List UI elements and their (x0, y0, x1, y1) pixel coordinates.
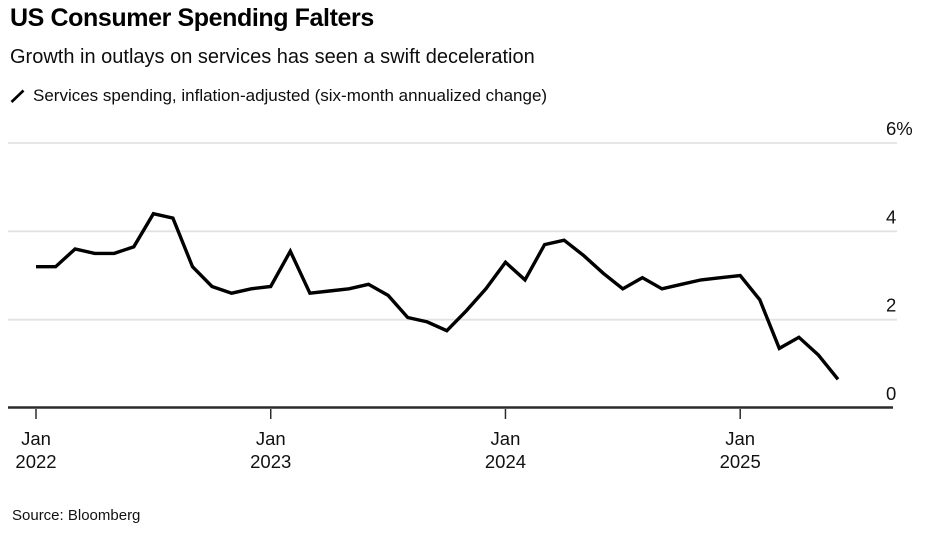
svg-text:6%: 6% (886, 118, 913, 139)
svg-text:Jan: Jan (491, 428, 521, 449)
chart-title: US Consumer Spending Falters (10, 4, 374, 32)
svg-text:2025: 2025 (720, 451, 761, 472)
svg-text:0: 0 (886, 383, 896, 404)
svg-text:2023: 2023 (250, 451, 291, 472)
line-series-marker-icon (10, 89, 25, 104)
svg-text:2022: 2022 (15, 451, 56, 472)
svg-text:2: 2 (886, 295, 896, 316)
svg-text:4: 4 (886, 206, 896, 227)
svg-text:Jan: Jan (256, 428, 286, 449)
chart-legend: Services spending, inflation-adjusted (s… (10, 86, 547, 106)
x-axis (8, 406, 893, 419)
series-line (36, 211, 840, 381)
svg-text:Jan: Jan (725, 428, 755, 449)
gridlines (8, 142, 897, 321)
source-attribution: Source: Bloomberg (12, 507, 141, 524)
y-axis-labels: 0 2 4 6% (886, 118, 913, 404)
chart-subtitle: Growth in outlays on services has seen a… (10, 46, 535, 68)
legend-label: Services spending, inflation-adjusted (s… (33, 86, 548, 105)
svg-text:Jan: Jan (21, 428, 51, 449)
svg-text:2024: 2024 (485, 451, 526, 472)
